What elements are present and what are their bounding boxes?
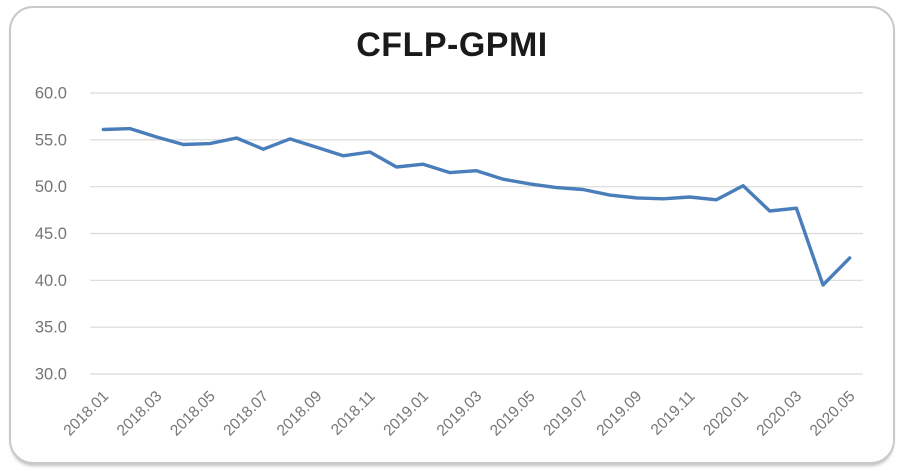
x-axis-label: 2020.01: [700, 388, 752, 440]
y-axis-label: 40.0: [35, 272, 67, 290]
y-axis-label: 35.0: [35, 319, 67, 337]
series-line: [101, 126, 852, 287]
x-axis-label: 2019.03: [434, 388, 486, 440]
x-axis-label: 2020.03: [754, 388, 806, 440]
chart-card: CFLP-GPMI: [9, 6, 895, 464]
x-axis-label: 2018.05: [167, 388, 219, 440]
x-axis-label: 2018.01: [61, 388, 113, 440]
x-axis-label: 2018.07: [220, 388, 272, 440]
x-axis-label: 2020.05: [807, 388, 859, 440]
x-axis-label: 2019.05: [487, 388, 539, 440]
x-axis-label: 2018.09: [274, 388, 326, 440]
y-axis-label: 30.0: [35, 366, 67, 384]
x-axis-label: 2018.03: [114, 388, 166, 440]
y-axis-label: 45.0: [35, 225, 67, 243]
x-axis-label: 2018.11: [328, 388, 379, 439]
x-axis-label: 2019.09: [594, 388, 646, 440]
y-axis-label: 60.0: [35, 85, 67, 103]
x-axis-label: 2019.07: [540, 388, 592, 440]
x-axis-label: 2019.01: [380, 388, 432, 440]
y-axis-label: 50.0: [35, 178, 67, 196]
chart-title: CFLP-GPMI: [356, 26, 548, 64]
y-axis-label: 55.0: [35, 131, 67, 149]
x-axis-label: 2019.11: [648, 388, 699, 439]
